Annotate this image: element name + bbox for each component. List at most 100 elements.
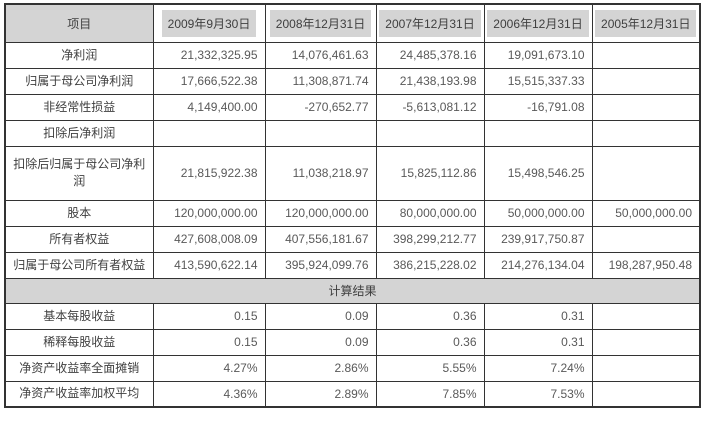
cell-value: 7.24% [483, 354, 593, 382]
cell-value: 19,091,673.10 [483, 41, 593, 69]
financial-summary-table: 项目 2009年9月30日 2008年12月31日 2007年12月31日 20… [4, 3, 701, 408]
cell-value [591, 93, 701, 121]
cell-value: 120,000,000.00 [264, 199, 377, 227]
column-header-date-2008: 2008年12月31日 [264, 3, 377, 43]
row-label: 归属于母公司所有者权益 [4, 251, 154, 279]
cell-value: 0.09 [264, 328, 377, 356]
cell-value: 2.89% [264, 380, 377, 408]
cell-value: 398,299,212.77 [375, 225, 485, 253]
cell-value [591, 119, 701, 147]
cell-value: 21,332,325.95 [152, 41, 266, 69]
cell-value: 21,438,193.98 [375, 67, 485, 95]
cell-value: 11,038,218.97 [264, 145, 377, 201]
cell-value: 14,076,461.63 [264, 41, 377, 69]
row-label: 扣除后净利润 [4, 119, 154, 147]
cell-value: -16,791.08 [483, 93, 593, 121]
header-row: 项目 2009年9月30日 2008年12月31日 2007年12月31日 20… [4, 3, 701, 43]
cell-value [483, 119, 593, 147]
row-label: 归属于母公司净利润 [4, 67, 154, 95]
section-header: 计算结果 [4, 277, 701, 304]
cell-value: 386,215,228.02 [375, 251, 485, 279]
table-row: 所有者权益 427,608,008.09 407,556,181.67 398,299… [4, 225, 701, 253]
cell-value: -5,613,081.12 [375, 93, 485, 121]
cell-value: 427,608,008.09 [152, 225, 266, 253]
date-label: 2009年9月30日 [161, 9, 257, 37]
cell-value [591, 328, 701, 356]
cell-value: 0.31 [483, 328, 593, 356]
cell-value [591, 41, 701, 69]
cell-value: 15,515,337.33 [483, 67, 593, 95]
cell-value: 50,000,000.00 [591, 199, 701, 227]
cell-value: 50,000,000.00 [483, 199, 593, 227]
cell-value [375, 119, 485, 147]
cell-value: 0.15 [152, 302, 266, 330]
cell-value: 4.27% [152, 354, 266, 382]
row-label: 所有者权益 [4, 225, 154, 253]
table-row: 净资产收益率加权平均 4.36% 2.89% 7.85% 7.53% [4, 380, 701, 408]
cell-value: 0.09 [264, 302, 377, 330]
cell-value: 214,276,134.04 [483, 251, 593, 279]
cell-value: 198,287,950.48 [591, 251, 701, 279]
column-header-date-2009: 2009年9月30日 [152, 3, 266, 43]
cell-value: -270,652.77 [264, 93, 377, 121]
cell-value: 4,149,400.00 [152, 93, 266, 121]
cell-value [152, 119, 266, 147]
cell-value [264, 119, 377, 147]
date-label: 2005年12月31日 [595, 9, 697, 37]
cell-value [591, 145, 701, 201]
table-row: 非经常性损益 4,149,400.00 -270,652.77 -5,613,081.… [4, 93, 701, 121]
column-header-item: 项目 [4, 3, 154, 43]
row-label: 净资产收益率全面摊销 [4, 354, 154, 382]
cell-value [591, 225, 701, 253]
cell-value: 407,556,181.67 [264, 225, 377, 253]
row-label: 基本每股收益 [4, 302, 154, 330]
column-header-date-2005: 2005年12月31日 [591, 3, 701, 43]
row-label: 非经常性损益 [4, 93, 154, 121]
cell-value [591, 67, 701, 95]
table-row: 股本 120,000,000.00 120,000,000.00 80,000,000… [4, 199, 701, 227]
cell-value [591, 380, 701, 408]
cell-value: 5.55% [375, 354, 485, 382]
cell-value: 2.86% [264, 354, 377, 382]
cell-value [591, 302, 701, 330]
cell-value: 0.15 [152, 328, 266, 356]
cell-value: 15,825,112.86 [375, 145, 485, 201]
cell-value: 21,815,922.38 [152, 145, 266, 201]
table-row: 稀释每股收益 0.15 0.09 0.36 0.31 [4, 328, 701, 356]
table-row: 扣除后净利润 [4, 119, 701, 147]
page: 项目 2009年9月30日 2008年12月31日 2007年12月31日 20… [4, 3, 701, 408]
table-row: 归属于母公司净利润 17,666,522.38 11,308,871.74 21,43… [4, 67, 701, 95]
cell-value: 17,666,522.38 [152, 67, 266, 95]
table-row: 净利润 21,332,325.95 14,076,461.63 24,485,378.… [4, 41, 701, 69]
table-row: 归属于母公司所有者权益 413,590,622.14 395,924,099.76 3… [4, 251, 701, 279]
table-row: 扣除后归属于母公司净利润 21,815,922.38 11,038,218.97 15… [4, 145, 701, 201]
table-row: 基本每股收益 0.15 0.09 0.36 0.31 [4, 302, 701, 330]
section-header-row: 计算结果 [4, 277, 701, 304]
cell-value: 0.31 [483, 302, 593, 330]
cell-value: 80,000,000.00 [375, 199, 485, 227]
cell-value [591, 354, 701, 382]
row-label: 股本 [4, 199, 154, 227]
cell-value: 239,917,750.87 [483, 225, 593, 253]
cell-value: 0.36 [375, 328, 485, 356]
cell-value: 7.85% [375, 380, 485, 408]
date-label: 2007年12月31日 [379, 9, 481, 37]
table-row: 净资产收益率全面摊销 4.27% 2.86% 5.55% 7.24% [4, 354, 701, 382]
column-header-date-2006: 2006年12月31日 [483, 3, 593, 43]
row-label: 稀释每股收益 [4, 328, 154, 356]
column-header-date-2007: 2007年12月31日 [375, 3, 485, 43]
cell-value: 4.36% [152, 380, 266, 408]
cell-value: 7.53% [483, 380, 593, 408]
row-label: 扣除后归属于母公司净利润 [4, 145, 154, 201]
cell-value: 395,924,099.76 [264, 251, 377, 279]
date-label: 2006年12月31日 [487, 9, 589, 37]
row-label: 净利润 [4, 41, 154, 69]
cell-value: 413,590,622.14 [152, 251, 266, 279]
cell-value: 15,498,546.25 [483, 145, 593, 201]
cell-value: 24,485,378.16 [375, 41, 485, 69]
cell-value: 0.36 [375, 302, 485, 330]
cell-value: 120,000,000.00 [152, 199, 266, 227]
date-label: 2008年12月31日 [269, 9, 372, 37]
row-label: 净资产收益率加权平均 [4, 380, 154, 408]
cell-value: 11,308,871.74 [264, 67, 377, 95]
